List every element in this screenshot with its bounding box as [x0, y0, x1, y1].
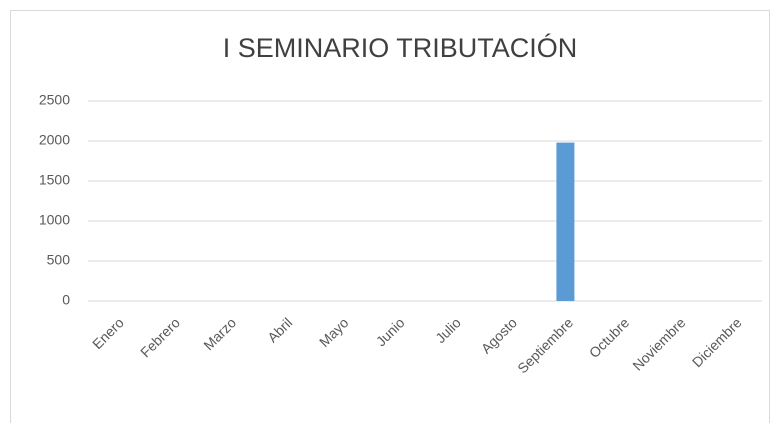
- y-tick-label: 1500: [39, 172, 70, 188]
- y-tick-label: 2500: [39, 92, 70, 108]
- bar: [556, 142, 575, 301]
- y-tick-label: 1000: [39, 212, 70, 228]
- chart-title: I SEMINARIO TRIBUTACIÓN: [223, 32, 578, 63]
- chart-border: [10, 10, 770, 423]
- y-tick-label: 500: [47, 252, 71, 268]
- y-tick-label: 0: [62, 292, 70, 308]
- y-tick-label: 2000: [39, 132, 70, 148]
